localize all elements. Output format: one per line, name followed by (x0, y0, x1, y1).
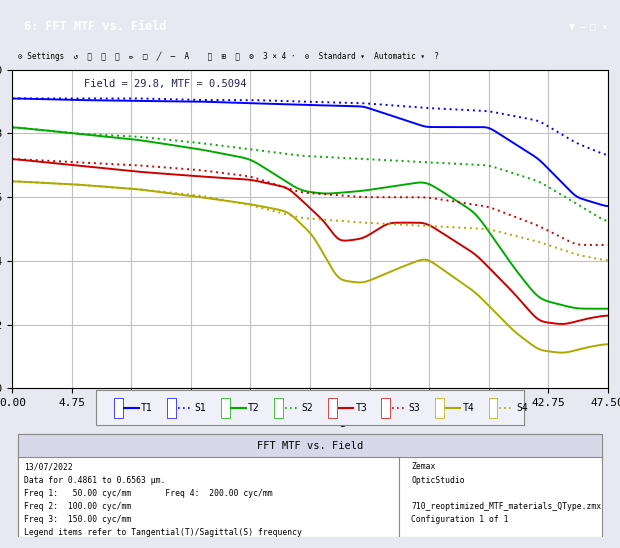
FancyBboxPatch shape (95, 390, 525, 425)
Text: □: □ (590, 22, 596, 32)
Text: T2: T2 (248, 403, 260, 413)
Text: Zemax
OpticStudio

710_reoptimized_MTF_materials_QType.zmx
Configuration 1 of 1: Zemax OpticStudio 710_reoptimized_MTF_ma… (411, 463, 601, 524)
FancyBboxPatch shape (328, 398, 337, 418)
Text: ▼: ▼ (569, 22, 575, 32)
FancyBboxPatch shape (19, 457, 601, 537)
FancyBboxPatch shape (113, 398, 123, 418)
Text: T3: T3 (355, 403, 367, 413)
FancyBboxPatch shape (167, 398, 176, 418)
Text: 6: FFT MTF vs. Field: 6: FFT MTF vs. Field (24, 20, 167, 33)
Text: ✕: ✕ (601, 22, 607, 32)
FancyBboxPatch shape (489, 398, 497, 418)
Text: FFT MTF vs. Field: FFT MTF vs. Field (257, 441, 363, 451)
FancyBboxPatch shape (161, 545, 227, 548)
FancyBboxPatch shape (381, 398, 391, 418)
Text: S3: S3 (409, 403, 420, 413)
X-axis label: Y Field in Degrees: Y Field in Degrees (242, 414, 378, 427)
FancyBboxPatch shape (90, 545, 155, 548)
Text: S2: S2 (302, 403, 314, 413)
FancyBboxPatch shape (221, 398, 229, 418)
Text: ⊙ Settings  ↺  📋  📷  🖨  ✏  □  ╱  —  A    🔒  ⊞  📋  ⚙  3 × 4 ·  ⊙  Standard ▾  Aut: ⊙ Settings ↺ 📋 📷 🖨 ✏ □ ╱ — A 🔒 ⊞ 📋 ⚙ 3 ×… (19, 52, 439, 61)
FancyBboxPatch shape (435, 398, 444, 418)
Text: S4: S4 (516, 403, 528, 413)
Text: S1: S1 (195, 403, 206, 413)
FancyBboxPatch shape (19, 545, 84, 548)
FancyBboxPatch shape (19, 434, 601, 458)
Text: T4: T4 (463, 403, 474, 413)
Text: T1: T1 (141, 403, 153, 413)
FancyBboxPatch shape (274, 398, 283, 418)
Text: Field = 29.8, MTF = 0.5094: Field = 29.8, MTF = 0.5094 (84, 79, 246, 89)
Text: 13/07/2022
Data for 0.4861 to 0.6563 μm.
Freq 1:   50.00 cyc/mm       Freq 4:  2: 13/07/2022 Data for 0.4861 to 0.6563 μm.… (24, 463, 302, 538)
Text: —: — (580, 22, 585, 32)
